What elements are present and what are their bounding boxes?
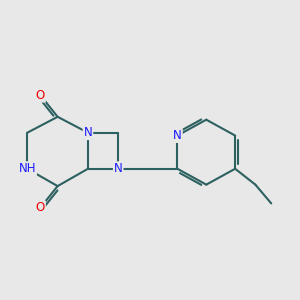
- Text: O: O: [36, 89, 45, 102]
- Text: N: N: [84, 126, 92, 139]
- Text: N: N: [173, 129, 182, 142]
- Text: N: N: [114, 162, 123, 175]
- Text: O: O: [36, 201, 45, 214]
- Text: NH: NH: [19, 162, 36, 175]
